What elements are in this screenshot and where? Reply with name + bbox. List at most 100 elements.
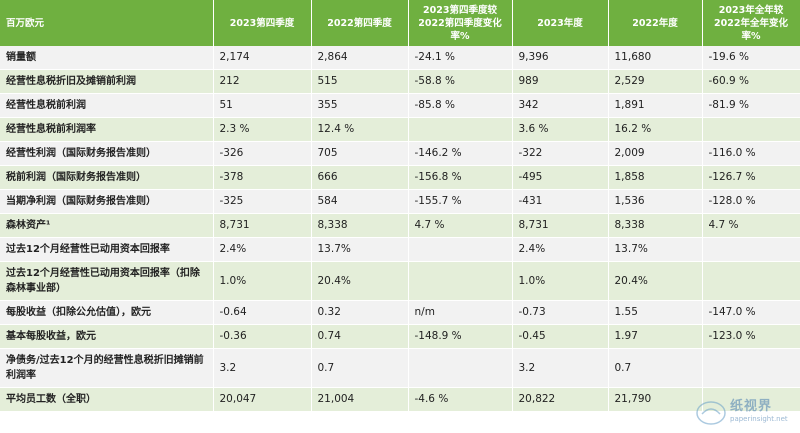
- header-q4-2023: 2023第四季度: [213, 0, 312, 46]
- header-fy-2022: 2022年度: [608, 0, 703, 46]
- table-row: 净债务/过去12个月的经营性息税折旧摊销前利润率 3.2 0.7 3.2 0.7: [0, 348, 800, 388]
- cell-fy-2022: 1.97: [608, 324, 703, 349]
- cell-q4-2022: 584: [311, 189, 409, 214]
- cell-q4-2022: 705: [311, 141, 409, 166]
- table-row: 过去12个月经营性已动用资本回报率 2.4% 13.7% 2.4% 13.7%: [0, 237, 800, 262]
- row-label: 基本每股收益，欧元: [0, 324, 214, 349]
- row-label: 平均员工数（全职）: [0, 387, 214, 412]
- row-label: 销量额: [0, 46, 214, 70]
- cell-fy-2022: 21,790: [608, 387, 703, 412]
- financial-table: 百万欧元 2023第四季度 2022第四季度 2023第四季度较2022第四季度…: [0, 0, 800, 412]
- table-row: 平均员工数（全职） 20,047 21,004 -4.6 % 20,822 21…: [0, 387, 800, 412]
- watermark-logo-icon: [696, 401, 726, 425]
- table-row: 森林资产¹ 8,731 8,338 4.7 % 8,731 8,338 4.7 …: [0, 213, 800, 238]
- cell-q4-2022: 0.74: [311, 324, 409, 349]
- cell-fy-change: -60.9 %: [702, 69, 800, 94]
- cell-fy-change: -81.9 %: [702, 93, 800, 118]
- cell-fy-2023: 9,396: [512, 46, 609, 70]
- cell-fy-2023: -0.45: [512, 324, 609, 349]
- cell-fy-change: [702, 261, 800, 301]
- cell-q4-2022: 0.7: [311, 348, 409, 388]
- cell-q4-change: -58.8 %: [408, 69, 513, 94]
- cell-q4-2023: -0.36: [213, 324, 312, 349]
- cell-q4-2022: 21,004: [311, 387, 409, 412]
- cell-fy-2023: 8,731: [512, 213, 609, 238]
- cell-q4-2022: 666: [311, 165, 409, 190]
- cell-fy-2022: 1,536: [608, 189, 703, 214]
- table-row: 每股收益（扣除公允估值），欧元 -0.64 0.32 n/m -0.73 1.5…: [0, 300, 800, 325]
- cell-q4-2023: 20,047: [213, 387, 312, 412]
- cell-fy-2022: 1.55: [608, 300, 703, 325]
- cell-fy-2023: 1.0%: [512, 261, 609, 301]
- cell-q4-2022: 2,864: [311, 46, 409, 70]
- row-label: 税前利润（国际财务报告准则）: [0, 165, 214, 190]
- table-row: 经营性息税前利润 51 355 -85.8 % 342 1,891 -81.9 …: [0, 93, 800, 118]
- cell-q4-2023: 212: [213, 69, 312, 94]
- cell-fy-change: [702, 348, 800, 388]
- cell-q4-change: -148.9 %: [408, 324, 513, 349]
- cell-fy-change: -19.6 %: [702, 46, 800, 70]
- cell-q4-change: n/m: [408, 300, 513, 325]
- cell-fy-2022: 1,858: [608, 165, 703, 190]
- cell-fy-2022: 2,009: [608, 141, 703, 166]
- cell-fy-2022: 20.4%: [608, 261, 703, 301]
- table-row: 当期净利润（国际财务报告准则） -325 584 -155.7 % -431 1…: [0, 189, 800, 214]
- cell-fy-change: -128.0 %: [702, 189, 800, 214]
- cell-q4-2022: 12.4 %: [311, 117, 409, 142]
- cell-q4-2022: 13.7%: [311, 237, 409, 262]
- cell-fy-2023: -0.73: [512, 300, 609, 325]
- cell-fy-2023: 20,822: [512, 387, 609, 412]
- cell-q4-2022: 0.32: [311, 300, 409, 325]
- cell-q4-change: [408, 348, 513, 388]
- cell-q4-change: -155.7 %: [408, 189, 513, 214]
- cell-q4-change: -156.8 %: [408, 165, 513, 190]
- cell-q4-2023: -0.64: [213, 300, 312, 325]
- cell-q4-change: [408, 261, 513, 301]
- watermark-name: 纸视界: [730, 399, 773, 414]
- cell-fy-2022: 8,338: [608, 213, 703, 238]
- cell-q4-2023: 3.2: [213, 348, 312, 388]
- cell-q4-2023: 8,731: [213, 213, 312, 238]
- header-unit: 百万欧元: [0, 0, 214, 46]
- cell-fy-change: -147.0 %: [702, 300, 800, 325]
- cell-fy-change: [702, 117, 800, 142]
- row-label: 过去12个月经营性已动用资本回报率（扣除森林事业部）: [0, 261, 214, 301]
- cell-fy-2023: 3.2: [512, 348, 609, 388]
- cell-fy-2022: 13.7%: [608, 237, 703, 262]
- table-row: 税前利润（国际财务报告准则） -378 666 -156.8 % -495 1,…: [0, 165, 800, 190]
- cell-q4-change: -85.8 %: [408, 93, 513, 118]
- table-row: 经营性息税折旧及摊销前利润 212 515 -58.8 % 989 2,529 …: [0, 69, 800, 94]
- cell-q4-2023: -326: [213, 141, 312, 166]
- cell-q4-2023: 2,174: [213, 46, 312, 70]
- cell-q4-2023: 2.4%: [213, 237, 312, 262]
- cell-q4-2023: 51: [213, 93, 312, 118]
- cell-fy-change: [702, 237, 800, 262]
- header-fy-change: 2023年全年较2022年全年变化率%: [702, 0, 800, 46]
- cell-q4-change: -24.1 %: [408, 46, 513, 70]
- header-q4-change: 2023第四季度较2022第四季度变化率%: [408, 0, 513, 46]
- cell-fy-2022: 2,529: [608, 69, 703, 94]
- cell-fy-change: 4.7 %: [702, 213, 800, 238]
- cell-q4-change: -146.2 %: [408, 141, 513, 166]
- cell-fy-2023: 989: [512, 69, 609, 94]
- cell-fy-2023: 342: [512, 93, 609, 118]
- table-row: 经营性利润（国际财务报告准则） -326 705 -146.2 % -322 2…: [0, 141, 800, 166]
- row-label: 过去12个月经营性已动用资本回报率: [0, 237, 214, 262]
- cell-fy-2022: 0.7: [608, 348, 703, 388]
- row-label: 经营性息税折旧及摊销前利润: [0, 69, 214, 94]
- cell-fy-change: -116.0 %: [702, 141, 800, 166]
- cell-q4-2023: 2.3 %: [213, 117, 312, 142]
- watermark-url: paperinsight.net: [730, 415, 788, 423]
- cell-q4-2022: 20.4%: [311, 261, 409, 301]
- cell-fy-2023: -431: [512, 189, 609, 214]
- table-row: 经营性息税前利润率 2.3 % 12.4 % 3.6 % 16.2 %: [0, 117, 800, 142]
- cell-fy-2023: 2.4%: [512, 237, 609, 262]
- cell-q4-2022: 355: [311, 93, 409, 118]
- cell-q4-2022: 515: [311, 69, 409, 94]
- cell-q4-2023: 1.0%: [213, 261, 312, 301]
- row-label: 森林资产¹: [0, 213, 214, 238]
- cell-q4-2023: -378: [213, 165, 312, 190]
- header-fy-2023: 2023年度: [512, 0, 609, 46]
- row-label: 经营性息税前利润: [0, 93, 214, 118]
